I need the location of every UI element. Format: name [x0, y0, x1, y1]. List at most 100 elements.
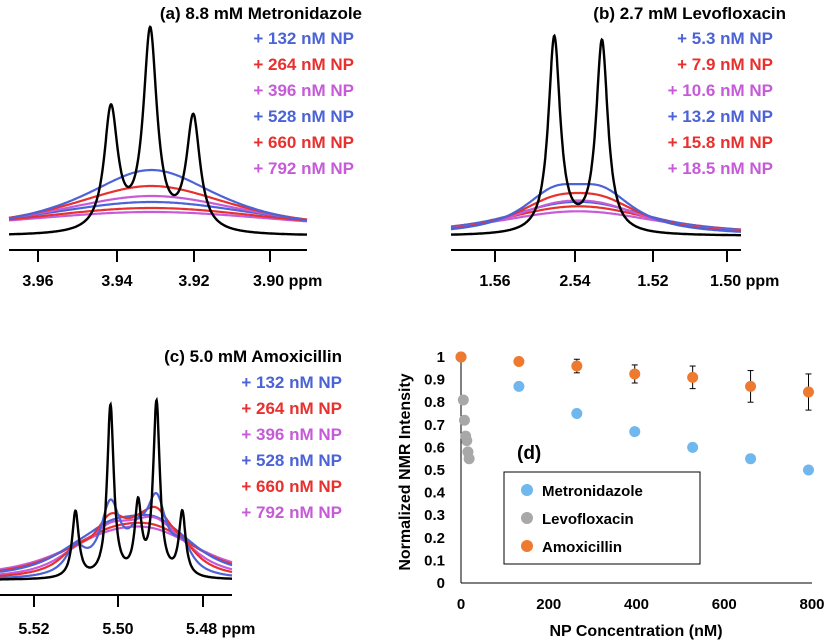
spectrum-trace-1 — [450, 183, 741, 233]
legend-entry: + 18.5 nM NP — [668, 159, 773, 178]
panel-c-title: (c) 5.0 mM Amoxicillin — [164, 347, 342, 366]
data-point-amoxicillin — [629, 368, 641, 380]
data-point-levofloxacin — [461, 435, 473, 447]
x-tick-label: 1.56 — [479, 273, 510, 290]
y-tick-label: 1 — [437, 349, 445, 366]
panel-a-spectra — [8, 25, 308, 236]
panel-b-spectra — [450, 33, 742, 237]
legend-entry: + 5.3 nM NP — [677, 29, 773, 48]
legend-label-metronidazole: Metronidazole — [542, 483, 643, 500]
panel-a-metronidazole-spectra: (a) 8.8 mM Metronidazole + 132 nM NP + 2… — [8, 4, 362, 290]
panel-d-scatter: Normalized NMR Intensity NP Concentratio… — [397, 349, 825, 640]
y-tick-label: 0 — [437, 575, 445, 592]
x-tick-label: 800 — [799, 596, 824, 613]
y-tick-label: 0.2 — [424, 530, 445, 547]
x-tick-label: 400 — [624, 596, 649, 613]
legend-entry: + 396 nM NP — [241, 425, 342, 444]
scatter-legend: Metronidazole Levofloxacin Amoxicillin — [503, 471, 701, 565]
spectrum-trace-3 — [8, 194, 308, 221]
data-point-metronidazole — [745, 453, 757, 465]
legend-entry: + 396 nM NP — [253, 81, 354, 100]
x-tick-label: 2.54 — [559, 273, 590, 290]
legend-box — [503, 471, 701, 565]
x-tick-label: 3.94 — [101, 273, 132, 290]
data-point-levofloxacin — [458, 414, 470, 426]
legend-marker-amoxicillin — [521, 540, 533, 552]
panel-a-legend: + 132 nM NP + 264 nM NP + 396 nM NP + 52… — [253, 29, 354, 178]
data-point-levofloxacin — [457, 394, 469, 406]
legend-entry: + 660 nM NP — [253, 133, 354, 152]
y-tick-label: 0.1 — [424, 552, 445, 569]
legend-label-amoxicillin: Amoxicillin — [542, 539, 622, 556]
data-point-metronidazole — [513, 380, 525, 392]
legend-entry: + 15.8 nM NP — [668, 133, 773, 152]
spectrum-trace-5 — [8, 206, 308, 222]
y-tick-label: 0.7 — [424, 417, 445, 434]
spectrum-trace-4 — [450, 200, 742, 231]
legend-entry: + 660 nM NP — [241, 477, 342, 496]
x-tick-label: 1.50 ppm — [710, 273, 779, 290]
y-tick-label: 0.3 — [424, 507, 445, 524]
legend-entry: + 264 nM NP — [241, 399, 342, 418]
data-point-metronidazole — [687, 441, 699, 453]
panel-c-spectra — [0, 396, 233, 581]
data-point-metronidazole — [802, 464, 814, 476]
legend-entry: + 264 nM NP — [253, 55, 354, 74]
panel-c-amoxicillin-spectra: (c) 5.0 mM Amoxicillin + 132 nM NP + 264… — [0, 347, 342, 638]
legend-entry: + 792 nM NP — [241, 503, 342, 522]
data-point-levofloxacin — [463, 453, 475, 465]
legend-entry: + 528 nM NP — [241, 451, 342, 470]
y-axis-ticks: 0 0.1 0.2 0.3 0.4 0.5 0.6 0.7 0.8 0.9 1 — [424, 349, 446, 592]
x-axis-ticks: 0 200 400 600 800 — [457, 596, 825, 613]
legend-entry: + 132 nM NP — [253, 29, 354, 48]
x-tick-label: 5.52 — [18, 621, 49, 638]
spectrum-reference-trace — [9, 25, 307, 236]
legend-marker-levofloxacin — [521, 512, 533, 524]
data-point-metronidazole — [571, 408, 583, 419]
y-tick-label: 0.5 — [424, 462, 445, 479]
spectrum-trace-6 — [8, 210, 308, 223]
x-tick-label: 5.48 ppm — [186, 621, 255, 638]
x-tick-label: 600 — [712, 596, 737, 613]
panel-d-label: (d) — [517, 443, 541, 464]
panel-c-x-ticks: 5.52 5.50 5.48 ppm — [18, 595, 255, 638]
y-tick-label: 0.6 — [424, 439, 445, 456]
spectrum-trace-4 — [8, 200, 308, 221]
scatter-points — [455, 351, 814, 476]
x-axis-label: NP Concentration (nM) — [549, 623, 722, 640]
panel-b-title: (b) 2.7 mM Levofloxacin — [593, 4, 786, 23]
legend-label-levofloxacin: Levofloxacin — [542, 511, 634, 528]
legend-entry: + 132 nM NP — [241, 373, 342, 392]
x-tick-label: 5.50 — [102, 621, 133, 638]
legend-entry: + 528 nM NP — [253, 107, 354, 126]
data-point-amoxicillin — [745, 380, 757, 392]
legend-entry: + 7.9 nM NP — [677, 55, 773, 74]
legend-entry: + 792 nM NP — [253, 159, 354, 178]
panel-b-levofloxacin-spectra: (b) 2.7 mM Levofloxacin + 5.3 nM NP + 7.… — [450, 4, 786, 290]
panel-a-x-ticks: 3.96 3.94 3.92 3.90 ppm — [22, 250, 322, 290]
x-tick-label: 0 — [457, 596, 465, 613]
y-tick-label: 0.8 — [424, 394, 445, 411]
spectrum-trace-1 — [8, 168, 308, 222]
legend-marker-metronidazole — [521, 484, 533, 496]
panel-b-x-ticks: 1.56 2.54 1.52 1.50 ppm — [479, 250, 779, 290]
data-point-amoxicillin — [802, 386, 814, 398]
data-point-amoxicillin — [687, 371, 699, 383]
spectrum-reference-trace — [0, 396, 232, 581]
x-tick-label: 1.52 — [637, 273, 668, 290]
x-tick-label: 3.90 ppm — [253, 273, 322, 290]
x-tick-label: 3.92 — [178, 273, 209, 290]
y-tick-label: 0.4 — [424, 485, 446, 502]
data-point-amoxicillin — [513, 356, 525, 368]
x-tick-label: 200 — [536, 596, 561, 613]
data-point-metronidazole — [629, 426, 641, 438]
data-point-amoxicillin — [571, 360, 583, 372]
legend-entry: + 10.6 nM NP — [668, 81, 773, 100]
x-tick-label: 3.96 — [22, 273, 53, 290]
spectrum-reference-trace — [451, 33, 741, 237]
data-point-amoxicillin — [455, 351, 467, 363]
panel-c-legend: + 132 nM NP + 264 nM NP + 396 nM NP + 52… — [241, 373, 342, 522]
panel-b-legend: + 5.3 nM NP + 7.9 nM NP + 10.6 nM NP + 1… — [668, 29, 773, 178]
y-axis-label: Normalized NMR Intensity — [397, 373, 414, 570]
